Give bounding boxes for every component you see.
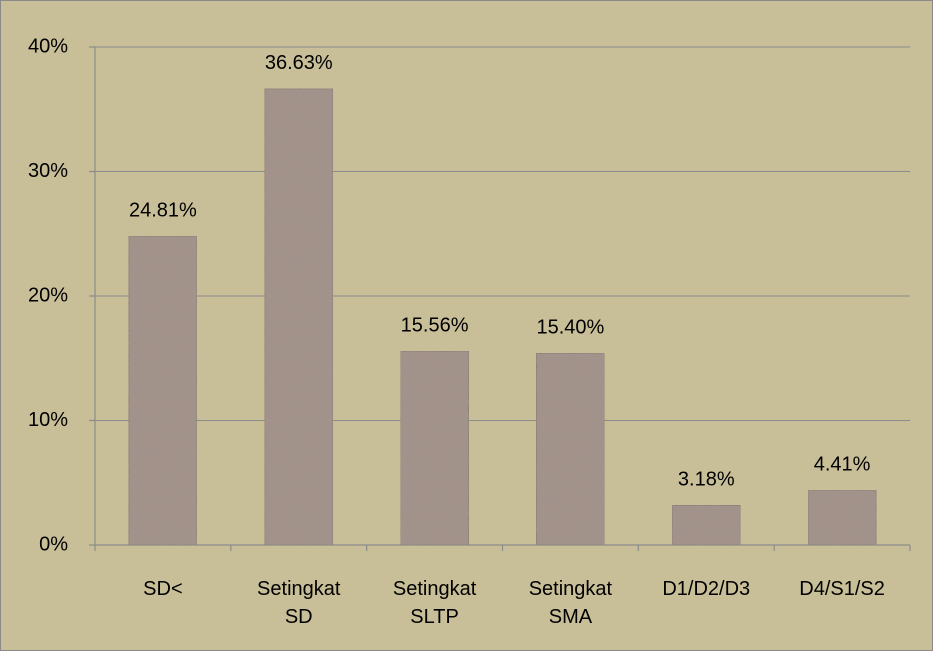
x-tick-label: SD< [143, 578, 182, 600]
y-tick-label: 20% [28, 284, 68, 306]
bar [671, 505, 741, 546]
x-tick-label: Setingkat SMA [529, 578, 613, 628]
x-tick-label: D1/D2/D3 [662, 578, 750, 600]
bar [536, 352, 605, 546]
data-label: 15.56% [401, 315, 469, 337]
data-label: 3.18% [678, 469, 735, 491]
data-label: 4.41% [814, 453, 871, 475]
data-label: 15.40% [536, 317, 604, 339]
y-tick-label: 0% [39, 533, 68, 555]
y-tick-label: 40% [28, 35, 68, 57]
x-tick-label: D4/S1/S2 [799, 578, 885, 600]
data-label: 36.63% [265, 52, 333, 74]
bar [807, 489, 877, 546]
bar [264, 88, 334, 546]
y-tick-label: 30% [28, 160, 68, 182]
x-tick-label: Setingkat SLTP [393, 578, 477, 628]
bar [128, 235, 198, 546]
bar [400, 350, 469, 546]
x-tick-label: Setingkat SD [257, 578, 341, 628]
y-tick-label: 10% [28, 409, 68, 431]
data-label: 24.81% [129, 199, 197, 221]
